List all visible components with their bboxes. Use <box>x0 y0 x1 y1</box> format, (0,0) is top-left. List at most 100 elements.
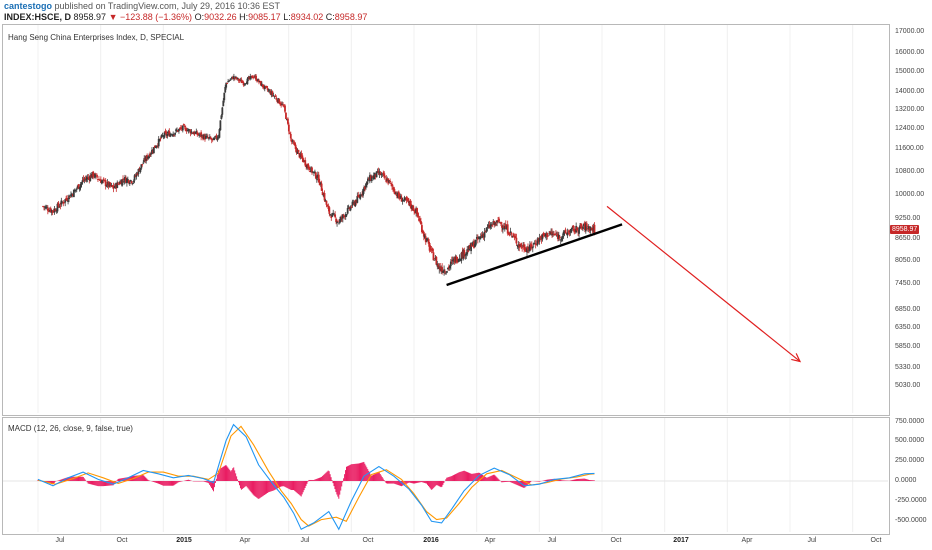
candle-body <box>532 243 535 245</box>
candle-body <box>405 197 408 201</box>
candle-body <box>98 179 100 180</box>
candle-body <box>250 76 253 78</box>
price-tick: 9250.00 <box>895 215 921 222</box>
candle-body <box>413 210 416 212</box>
price-tick: 12400.00 <box>895 125 925 132</box>
candle-body <box>124 177 126 181</box>
candle-body <box>228 80 230 82</box>
candle-body <box>369 176 372 181</box>
candle-body <box>278 99 281 104</box>
candle-body <box>314 172 317 179</box>
candle-body <box>54 209 57 212</box>
candle-body <box>572 225 575 228</box>
candle-body <box>575 225 578 233</box>
candle-body <box>477 237 480 239</box>
candle-body <box>503 226 506 230</box>
candle-body <box>403 197 406 201</box>
candle-body <box>273 96 276 98</box>
price-tick: 11600.00 <box>895 145 924 152</box>
candle-body <box>147 156 150 159</box>
candle-body <box>162 135 165 137</box>
candle-body <box>313 171 316 174</box>
main-panel-title: Hang Seng China Enterprises Index, D, SP… <box>8 33 185 42</box>
candle-body <box>189 130 192 134</box>
macd-tick: 0.0000 <box>895 477 917 484</box>
candle-body <box>467 250 470 252</box>
time-tick: Jul <box>300 537 310 544</box>
candle-body <box>495 224 498 226</box>
candle-body <box>80 182 83 185</box>
macd-tick: -250.0000 <box>895 497 927 504</box>
author-link[interactable]: cantestogo <box>4 1 53 11</box>
candle-body <box>44 206 46 208</box>
candle-body <box>220 115 223 120</box>
candle-body <box>407 198 410 203</box>
candle-body <box>493 221 496 225</box>
candle-body <box>43 206 45 208</box>
candle-body <box>551 232 553 235</box>
candle-body <box>242 82 245 86</box>
candle-body <box>121 179 123 186</box>
candle-body <box>313 171 315 173</box>
candle-body <box>272 95 275 96</box>
candle-body <box>146 155 149 160</box>
candle-body <box>233 76 235 80</box>
candle-body <box>352 201 355 203</box>
candle-body <box>440 269 443 271</box>
time-tick: Oct <box>870 537 882 544</box>
candle-body <box>98 180 101 181</box>
candle-body <box>456 261 459 262</box>
candle-body <box>248 76 251 79</box>
candle-body <box>418 218 420 221</box>
candle-body <box>514 236 517 239</box>
candle-body <box>465 252 468 256</box>
candle-body <box>590 227 593 229</box>
candle-body <box>520 243 523 247</box>
candle-body <box>556 233 559 240</box>
price-panel[interactable] <box>2 24 890 416</box>
candle-body <box>221 107 224 115</box>
candle-body <box>528 250 530 252</box>
candle-body <box>59 205 62 207</box>
candle-body <box>568 233 571 235</box>
candle-body <box>143 158 146 162</box>
candle-body <box>588 228 591 231</box>
candle-body <box>342 214 345 216</box>
candle-body <box>457 259 460 262</box>
candle-body <box>181 125 184 131</box>
candle-body <box>105 185 108 187</box>
candle-body <box>486 227 489 229</box>
candle-body <box>99 179 102 183</box>
low-label: L: <box>283 12 291 22</box>
candle-body <box>222 100 225 107</box>
candle-body <box>119 181 122 184</box>
candle-body <box>173 134 176 136</box>
macd-tick: 500.0000 <box>895 437 925 444</box>
candle-body <box>235 77 238 80</box>
candle-body <box>110 184 113 186</box>
candle-body <box>550 232 552 235</box>
candle-body <box>309 171 311 172</box>
candle-body <box>63 201 66 203</box>
candle-body <box>299 153 302 158</box>
symbol-label[interactable]: INDEX:HSCE, D <box>4 12 72 22</box>
candle-body <box>488 224 491 228</box>
candle-body <box>70 194 72 197</box>
candle-body <box>255 75 257 81</box>
candle-body <box>214 135 217 137</box>
candle-body <box>542 233 545 235</box>
candle-body <box>72 189 75 198</box>
candle-body <box>501 227 504 230</box>
candle-body <box>186 129 189 132</box>
candle-body <box>586 228 589 230</box>
candle-body <box>106 181 109 186</box>
macd-panel[interactable] <box>2 417 890 535</box>
candle-body <box>373 172 376 177</box>
candle-body <box>150 153 152 155</box>
candle-body <box>134 176 137 178</box>
candle-body <box>203 134 205 140</box>
candle-body <box>262 86 265 89</box>
candle-body <box>451 259 454 262</box>
candle-body <box>558 236 561 239</box>
